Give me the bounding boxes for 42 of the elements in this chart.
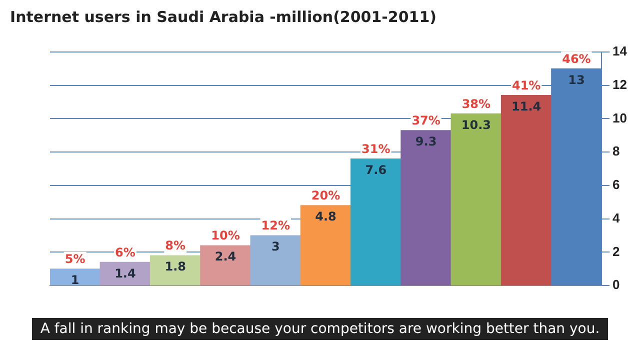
data-label: 7.6 [365, 162, 387, 177]
bar [50, 268, 100, 286]
annotation: 37% [412, 114, 440, 128]
data-label: 3 [271, 240, 280, 254]
y-tick-label: 4 [612, 210, 621, 226]
annotation: 38% [462, 96, 491, 111]
bar [350, 158, 402, 286]
annotation: 12% [261, 218, 290, 233]
bar [100, 262, 151, 286]
annotation: 6% [115, 245, 136, 260]
y-tick-label: 8 [612, 144, 620, 159]
y-tick-label: 10 [612, 110, 628, 126]
annotation: 41% [512, 78, 541, 93]
annotation: 46% [562, 52, 591, 66]
data-label: 11.4 [512, 100, 542, 114]
bar [300, 205, 352, 286]
text: A fall in ranking may be because your competitors are working better than you. [32, 318, 608, 340]
annotation: 8% [165, 238, 186, 253]
data-label: 10.3 [461, 118, 491, 132]
data-label: 4.8 [315, 210, 336, 224]
annotation: 10% [211, 228, 240, 243]
chart-title: Internet users in Saudi Arabia -million(2001-2011) [10, 8, 437, 26]
data-label: 9.3 [415, 134, 437, 149]
annotation: 5% [64, 252, 86, 266]
data-label: 1 [70, 273, 80, 288]
bar [400, 130, 452, 286]
bar [250, 235, 302, 286]
y-tick-label: 0 [612, 277, 620, 292]
bar [500, 95, 552, 286]
bar [150, 255, 201, 286]
data-label: 2.4 [214, 250, 236, 264]
data-label: 13 [568, 72, 585, 87]
bar [450, 113, 502, 286]
bar [200, 245, 251, 286]
y-tick-label: 6 [612, 177, 620, 192]
y-tick-label: 2 [612, 244, 620, 259]
data-label: 1.8 [164, 260, 186, 274]
annotation: 20% [311, 188, 340, 203]
y-tick-label: 14 [612, 44, 628, 59]
y-tick-label: 12 [612, 76, 628, 92]
data-label: 1.4 [114, 266, 136, 280]
annotation: 31% [362, 142, 390, 156]
